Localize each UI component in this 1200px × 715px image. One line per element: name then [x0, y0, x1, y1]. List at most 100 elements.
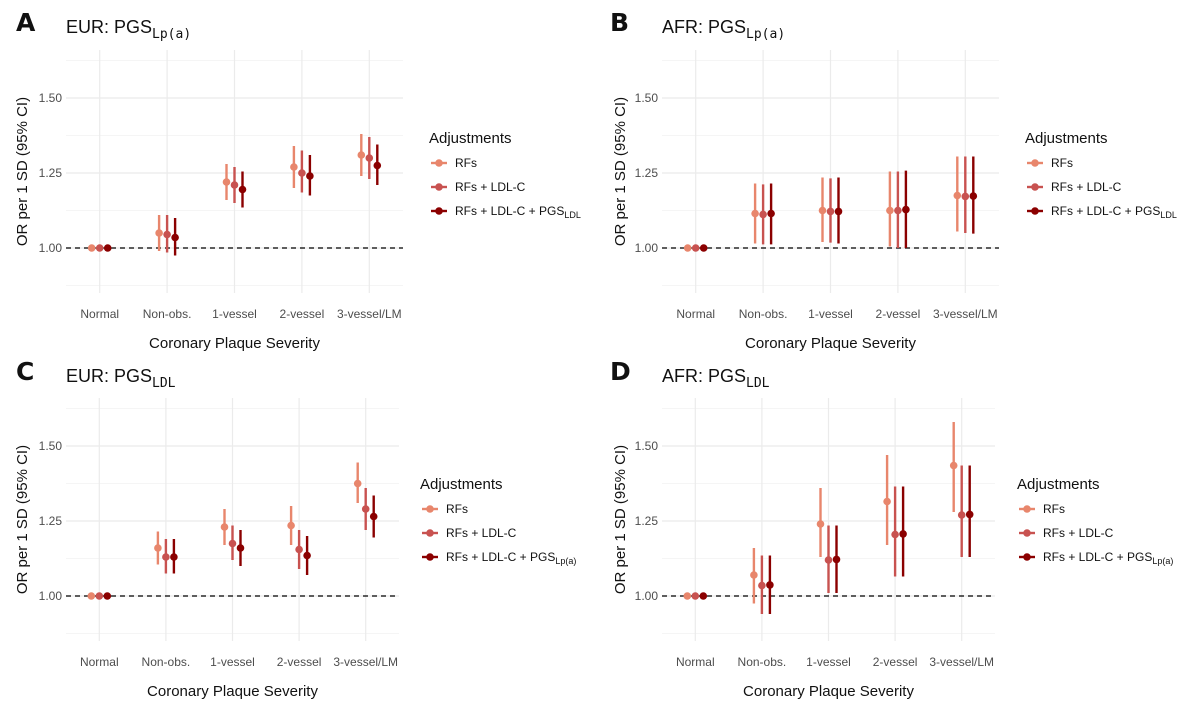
- x-tick-label: 1-vessel: [210, 655, 255, 669]
- point-estimate: [767, 209, 775, 218]
- y-tick-label: 1.00: [39, 241, 63, 255]
- x-tick-label: 2-vessel: [277, 655, 322, 669]
- x-axis-title: Coronary Plaque Severity: [743, 683, 914, 700]
- panel-title: EUR: PGSLDL: [66, 366, 176, 391]
- legend-label: RFs + LDL-C + PGSLDL: [1051, 204, 1177, 220]
- point-estimate: [891, 530, 899, 539]
- x-tick-label: Normal: [676, 307, 715, 321]
- point-estimate: [766, 581, 774, 589]
- y-axis-title: OR per 1 SD (95% CI): [612, 445, 629, 594]
- series-full: [699, 465, 974, 614]
- point-estimate: [220, 523, 229, 531]
- legend-label-main: RFs: [1051, 156, 1073, 170]
- legend-key-point: [1031, 207, 1039, 215]
- legend-key-point: [426, 505, 434, 513]
- panel-title-subscript: LDL: [152, 376, 176, 391]
- point-estimate: [228, 539, 237, 548]
- panel-letter: B: [610, 8, 629, 37]
- legend-label: RFs: [446, 502, 468, 516]
- legend: Adjustments RFs RFs + LDL-C RFs + LDL-C + P…: [420, 476, 576, 566]
- point-estimate: [834, 207, 843, 216]
- legend-label-subscript: LDL: [1160, 210, 1177, 220]
- panel-title: AFR: PGSLp(a): [662, 17, 785, 42]
- panel-title-main: AFR: PGS: [662, 366, 746, 386]
- point-estimate: [95, 592, 104, 600]
- x-tick-label: 2-vessel: [876, 307, 921, 321]
- x-tick-label: Non-obs.: [142, 655, 191, 669]
- legend-key-point: [1023, 529, 1031, 537]
- legend-label: RFs: [455, 156, 477, 170]
- legend-label: RFs: [1051, 156, 1073, 170]
- point-estimate: [832, 555, 841, 564]
- legend-label: RFs + LDL-C + PGSLp(a): [1043, 550, 1173, 566]
- point-estimate: [155, 229, 163, 237]
- legend-label: RFs + LDL-C + PGSLDL: [455, 204, 581, 220]
- x-tick-label: 3-vessel/LM: [333, 655, 398, 669]
- legend-label-main: RFs: [1043, 502, 1065, 516]
- series-rfs: [683, 156, 962, 252]
- legend-label: RFs + LDL-C: [1051, 180, 1122, 194]
- legend-label: RFs + LDL-C: [446, 526, 517, 540]
- panel-letter: C: [16, 357, 34, 386]
- point-estimate: [87, 592, 96, 600]
- point-estimate: [683, 244, 692, 252]
- gridlines: [662, 50, 999, 293]
- panel-b: 1.00 1.25 1.50 Normal Non-obs. 1-vessel 2-vess…: [610, 8, 1177, 352]
- point-estimate: [826, 207, 835, 216]
- panel-letter: D: [610, 357, 631, 386]
- point-estimate: [170, 553, 178, 561]
- legend-label: RFs + LDL-C + PGSLp(a): [446, 550, 576, 566]
- x-tick-label: Normal: [676, 655, 715, 669]
- x-tick-label: 2-vessel: [280, 307, 325, 321]
- legend-label: RFs + LDL-C: [1043, 526, 1114, 540]
- legend-label-main: RFs + LDL-C: [455, 180, 526, 194]
- y-tick-label: 1.25: [635, 166, 659, 180]
- point-estimate: [961, 192, 970, 201]
- panel-c: 1.00 1.25 1.50 Normal Non-obs. 1-vessel 2-vess…: [14, 357, 576, 700]
- point-estimate: [899, 530, 907, 538]
- y-tick-label: 1.50: [635, 439, 659, 453]
- y-axis-title: OR per 1 SD (95% CI): [14, 445, 31, 594]
- point-estimate: [699, 592, 708, 600]
- x-axis-title: Coronary Plaque Severity: [745, 335, 916, 352]
- x-tick-label: Normal: [80, 655, 119, 669]
- x-tick-label: 1-vessel: [806, 655, 851, 669]
- legend-key-point: [426, 553, 434, 561]
- y-tick-label: 1.00: [635, 589, 659, 603]
- series-rfs: [683, 422, 958, 604]
- y-axis-title: OR per 1 SD (95% CI): [14, 97, 31, 246]
- panel-title-subscript: Lp(a): [152, 27, 191, 42]
- x-tick-label: 2-vessel: [873, 655, 918, 669]
- series-rfs: [87, 134, 366, 252]
- point-estimate: [965, 510, 974, 519]
- x-tick-label: 1-vessel: [212, 307, 257, 321]
- y-tick-label: 1.50: [39, 91, 63, 105]
- legend-label-subscript: Lp(a): [555, 556, 576, 566]
- legend-label-main: RFs + LDL-C + PGS: [455, 204, 564, 218]
- series-ldl: [95, 137, 374, 253]
- point-estimate: [230, 181, 239, 189]
- point-estimate: [759, 210, 767, 219]
- series-full: [103, 144, 382, 256]
- legend-title: Adjustments: [1025, 130, 1108, 147]
- point-estimate: [886, 206, 894, 215]
- legend-title: Adjustments: [429, 130, 512, 147]
- point-estimate: [691, 244, 700, 252]
- x-tick-label: 3-vessel/LM: [337, 307, 402, 321]
- legend-label-main: RFs + LDL-C: [1051, 180, 1122, 194]
- legend-label-main: RFs: [455, 156, 477, 170]
- point-estimate: [163, 230, 171, 239]
- point-estimate: [103, 592, 112, 600]
- point-estimate: [295, 545, 303, 554]
- series-rfs: [87, 462, 362, 600]
- x-tick-label: Non-obs.: [738, 655, 787, 669]
- x-tick-label: Non-obs.: [739, 307, 788, 321]
- point-estimate: [902, 205, 910, 214]
- legend-key-point: [1023, 553, 1031, 561]
- point-estimate: [969, 192, 978, 200]
- point-estimate: [818, 206, 827, 215]
- point-estimate: [957, 511, 966, 519]
- legend-label-main: RFs + LDL-C: [1043, 526, 1114, 540]
- legend-label: RFs + LDL-C: [455, 180, 526, 194]
- point-estimate: [103, 244, 112, 252]
